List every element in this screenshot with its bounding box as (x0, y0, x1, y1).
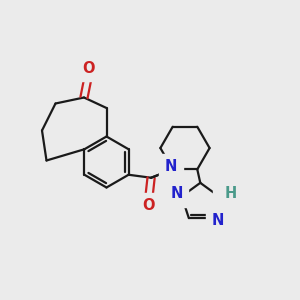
Text: O: O (142, 199, 155, 214)
Text: N: N (212, 213, 224, 228)
Text: O: O (82, 61, 95, 76)
Text: N: N (165, 159, 177, 174)
Text: H: H (225, 186, 237, 201)
Text: N: N (170, 186, 182, 201)
Text: N: N (218, 186, 230, 201)
